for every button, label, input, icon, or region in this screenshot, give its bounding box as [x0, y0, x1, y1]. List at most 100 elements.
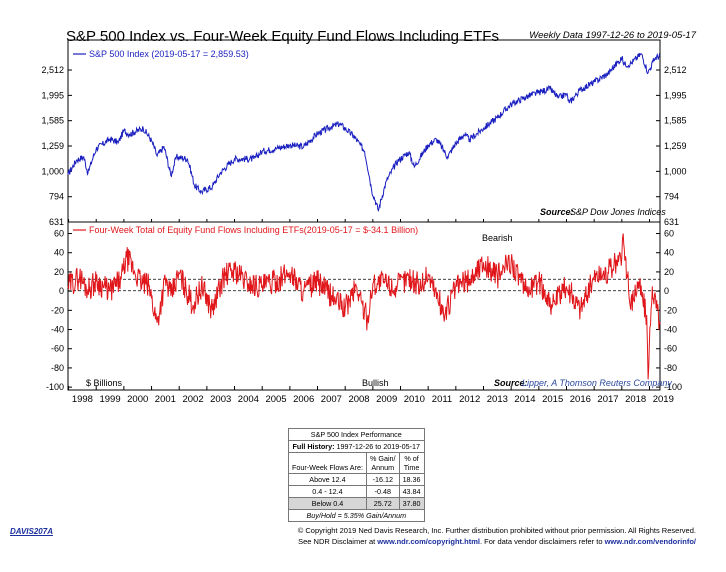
bottom-panel-ticks: 60 60 40 40 20 20 0 0 -20 -20 -40 -40 -60 -60 -80 -80 -1… — [46, 229, 682, 393]
bottom-y-tick-label: 20 — [664, 267, 674, 277]
flows-series-line — [67, 233, 661, 380]
top-y-tick-label: 1,585 — [41, 116, 64, 126]
table-title: S&P 500 Index Performance — [288, 428, 425, 441]
table-col-time: % of Time — [398, 452, 425, 474]
top-y-tick-label: 1,259 — [41, 141, 64, 151]
top-source-prefix: Source: — [540, 207, 574, 217]
bottom-y-tick-label: 0 — [59, 286, 64, 296]
bottom-source-name: Lipper, A Thomson Reuters Company — [522, 378, 672, 388]
x-tick-label: 2019 — [653, 394, 674, 405]
bottom-y-tick-label: -100 — [46, 382, 64, 392]
table-row-gain: -16.12 — [365, 473, 400, 486]
top-y-tick-label: 1,259 — [664, 141, 687, 151]
x-tick-label: 2013 — [487, 394, 508, 405]
chart-code-link[interactable]: DAVIS207A — [10, 527, 53, 536]
x-tick-label: 2018 — [625, 394, 646, 405]
x-tick-label: 2008 — [348, 394, 369, 405]
table-col-gain-line2: Annum — [371, 463, 395, 472]
top-y-tick-label: 1,995 — [41, 90, 64, 100]
table-footer: Buy/Hold = 5.35% Gain/Annum — [288, 509, 425, 522]
table-footer-row: Buy/Hold = 5.35% Gain/Annum — [288, 509, 425, 522]
x-tick-label: 2001 — [155, 394, 176, 405]
bottom-y-tick-label: -60 — [664, 344, 677, 354]
table-col-time-line1: % of — [404, 454, 419, 463]
top-y-tick-label: 794 — [664, 192, 679, 202]
bottom-source-prefix: Source: — [494, 378, 528, 388]
x-tick-label: 2016 — [570, 394, 591, 405]
chart-title: S&P 500 Index vs. Four-Week Equity Fund … — [66, 28, 499, 45]
copyright-text: © Copyright 2019 Ned Davis Research, Inc… — [297, 526, 696, 535]
table-row-time: 43.84 — [398, 485, 425, 498]
top-panel-ticks: 2,512 2,512 1,995 1,995 1,585 1,585 1,259 1,259… — [41, 65, 686, 227]
table-row: Below 0.4 25.72 37.80 — [288, 497, 425, 510]
vendor-info-link[interactable]: www.ndr.com/vendorinfo/ — [604, 537, 696, 546]
top-y-tick-label: 1,000 — [664, 166, 687, 176]
top-source: Source: S&P Dow Jones Indices — [540, 207, 666, 217]
bottom-y-tick-label: 20 — [54, 267, 64, 277]
bottom-y-tick-label: -20 — [51, 305, 64, 315]
chart-frames — [67, 39, 661, 391]
table-header-row: Four-Week Flows Are: % Gain/ Annum % of … — [288, 452, 425, 474]
x-tick-label: 1998 — [72, 394, 93, 405]
copyright-link[interactable]: www.ndr.com/copyright.html — [377, 537, 480, 546]
x-tick-label: 2009 — [376, 394, 397, 405]
table-col-time-line2: Time — [403, 463, 420, 472]
x-tick-label: 2012 — [459, 394, 480, 405]
bottom-y-tick-label: 40 — [54, 248, 64, 258]
bottom-y-tick-label: 60 — [664, 229, 674, 239]
top-y-tick-label: 794 — [49, 192, 64, 202]
table-row: 0.4 - 12.4 -0.48 43.84 — [288, 485, 425, 498]
top-legend-label: S&P 500 Index (2019-05-17 = 2,859.53) — [89, 49, 249, 59]
x-tick-label: 2007 — [321, 394, 342, 405]
bearish-label: Bearish — [482, 233, 513, 243]
chart-subtitle: Weekly Data 1997-12-26 to 2019-05-17 — [529, 30, 696, 41]
table-col-gain: % Gain/ Annum — [365, 452, 400, 474]
bottom-y-tick-label: -80 — [51, 363, 64, 373]
unit-label: $ Billions — [86, 378, 123, 388]
table-row-label: Above 12.4 — [288, 473, 367, 486]
table-row-time: 37.80 — [398, 497, 425, 510]
x-tick-label: 2002 — [182, 394, 203, 405]
table-row-gain: 25.72 — [365, 497, 400, 510]
x-tick-label: 2010 — [404, 394, 425, 405]
bullish-label: Bullish — [362, 378, 389, 388]
x-tick-label: 2004 — [238, 394, 259, 405]
top-y-tick-label: 1,000 — [41, 166, 64, 176]
top-panel-frame — [67, 39, 661, 223]
bottom-y-tick-label: 40 — [664, 248, 674, 258]
table-history-row: Full History: 1997-12-26 to 2019-05-17 — [288, 440, 425, 453]
top-y-tick-label: 1,585 — [664, 116, 687, 126]
x-axis-ticks: 1998 1999 2000 2001 2002 2003 2004 2005 2006 2007… — [68, 219, 674, 405]
sp500-series-line — [67, 52, 661, 212]
bottom-panel-frame — [67, 221, 661, 391]
x-tick-label: 2006 — [293, 394, 314, 405]
bottom-y-tick-label: -100 — [664, 382, 682, 392]
x-tick-label: 2017 — [597, 394, 618, 405]
bottom-legend-label: Four-Week Total of Equity Fund Flows Inc… — [89, 225, 418, 235]
performance-table: S&P 500 Index Performance Full History: … — [288, 428, 425, 522]
x-tick-label: 2015 — [542, 394, 563, 405]
table-col-gain-line1: % Gain/ — [369, 454, 396, 463]
top-y-tick-label: 2,512 — [41, 65, 64, 75]
table-row-label: 0.4 - 12.4 — [288, 485, 367, 498]
disclaimer-middle: . For data vendor disclaimers refer to — [479, 537, 605, 546]
table-history: Full History: 1997-12-26 to 2019-05-17 — [288, 440, 425, 453]
bottom-y-tick-label: -60 — [51, 344, 64, 354]
table-history-label: Full History: — [292, 442, 335, 451]
disclaimer-prefix: See NDR Disclaimer at — [298, 537, 378, 546]
bottom-source: Source: Lipper, A Thomson Reuters Compan… — [494, 378, 672, 388]
table-row: Above 12.4 -16.12 18.36 — [288, 473, 425, 486]
bottom-y-tick-label: -20 — [664, 305, 677, 315]
table-row-time: 18.36 — [398, 473, 425, 486]
table-row-label: Below 0.4 — [288, 497, 367, 510]
x-tick-label: 2005 — [265, 394, 286, 405]
bottom-y-tick-label: -40 — [51, 325, 64, 335]
bottom-y-tick-label: 0 — [664, 286, 669, 296]
x-tick-label: 1999 — [99, 394, 120, 405]
bottom-legend: Four-Week Total of Equity Fund Flows Inc… — [73, 225, 418, 235]
bottom-y-tick-label: 60 — [54, 229, 64, 239]
top-y-tick-label: 631 — [49, 217, 64, 227]
table-row-gain: -0.48 — [365, 485, 400, 498]
bottom-y-tick-label: -40 — [664, 325, 677, 335]
